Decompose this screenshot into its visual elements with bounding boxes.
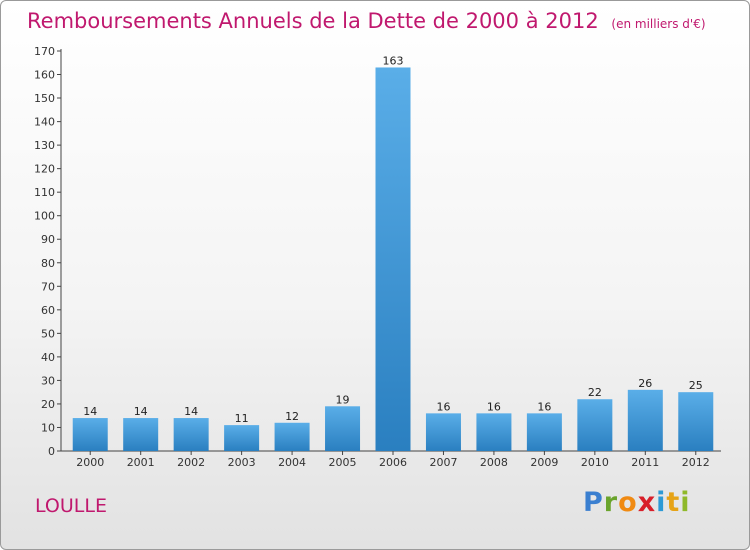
bar-value-label: 11 — [235, 412, 249, 425]
y-tick-label: 20 — [41, 398, 55, 411]
y-tick-label: 10 — [41, 421, 55, 434]
y-tick-label: 0 — [48, 445, 55, 458]
y-tick-label: 50 — [41, 327, 55, 340]
x-tick-label: 2000 — [76, 456, 104, 469]
bar-value-label: 16 — [537, 400, 551, 413]
bar — [425, 413, 461, 451]
x-tick-label: 2008 — [480, 456, 508, 469]
y-tick-label: 140 — [34, 116, 55, 129]
bar-value-label: 16 — [436, 400, 450, 413]
bar-value-label: 26 — [638, 377, 652, 390]
x-tick-label: 2007 — [429, 456, 457, 469]
bar-value-label: 14 — [134, 405, 148, 418]
bar — [678, 392, 714, 451]
bar — [173, 418, 209, 451]
logo-letter: t — [666, 487, 681, 518]
bar-value-label: 12 — [285, 410, 299, 423]
y-tick-label: 150 — [34, 92, 55, 105]
bar-value-label: 14 — [83, 405, 97, 418]
y-tick-label: 70 — [41, 280, 55, 293]
bar — [577, 399, 613, 451]
y-tick-label: 80 — [41, 257, 55, 270]
proxiti-logo: Proxiti — [583, 487, 691, 518]
bar — [224, 425, 260, 451]
bar — [627, 389, 663, 451]
y-tick-label: 160 — [34, 69, 55, 82]
commune-name: LOULLE — [35, 495, 107, 517]
x-tick-label: 2006 — [379, 456, 407, 469]
x-tick-label: 2001 — [127, 456, 155, 469]
chart-title-unit: (en milliers d'€) — [611, 17, 706, 31]
logo-letter: i — [680, 487, 691, 518]
x-tick-label: 2012 — [682, 456, 710, 469]
bar — [476, 413, 512, 451]
bar — [72, 418, 108, 451]
bar — [274, 422, 310, 451]
chart-title: Remboursements Annuels de la Dette de 20… — [27, 9, 706, 33]
y-tick-label: 100 — [34, 210, 55, 223]
y-tick-label: 120 — [34, 163, 55, 176]
x-tick-label: 2010 — [581, 456, 609, 469]
x-tick-label: 2011 — [631, 456, 659, 469]
bar-value-label: 16 — [487, 400, 501, 413]
x-tick-label: 2004 — [278, 456, 306, 469]
logo-letter: x — [637, 487, 657, 518]
x-tick-label: 2003 — [228, 456, 256, 469]
y-tick-label: 130 — [34, 139, 55, 152]
y-tick-label: 40 — [41, 351, 55, 364]
chart-title-main: Remboursements Annuels de la Dette de 20… — [27, 9, 599, 33]
x-tick-label: 2002 — [177, 456, 205, 469]
y-tick-label: 90 — [41, 233, 55, 246]
bar-value-label: 25 — [689, 379, 703, 392]
bar — [123, 418, 159, 451]
bar-value-label: 19 — [336, 393, 350, 406]
x-tick-label: 2005 — [329, 456, 357, 469]
bar-value-label: 14 — [184, 405, 198, 418]
bar-value-label: 163 — [383, 54, 404, 67]
y-tick-label: 110 — [34, 186, 55, 199]
bar — [375, 67, 411, 452]
logo-letter: i — [656, 487, 667, 518]
y-tick-label: 30 — [41, 374, 55, 387]
logo-letter: r — [603, 487, 619, 518]
bar — [325, 406, 361, 451]
bar-value-label: 22 — [588, 386, 602, 399]
x-tick-label: 2009 — [530, 456, 558, 469]
logo-letter: P — [583, 487, 604, 518]
logo-letter: o — [618, 487, 638, 518]
y-tick-label: 60 — [41, 304, 55, 317]
y-tick-label: 170 — [34, 45, 55, 58]
bar — [526, 413, 562, 451]
